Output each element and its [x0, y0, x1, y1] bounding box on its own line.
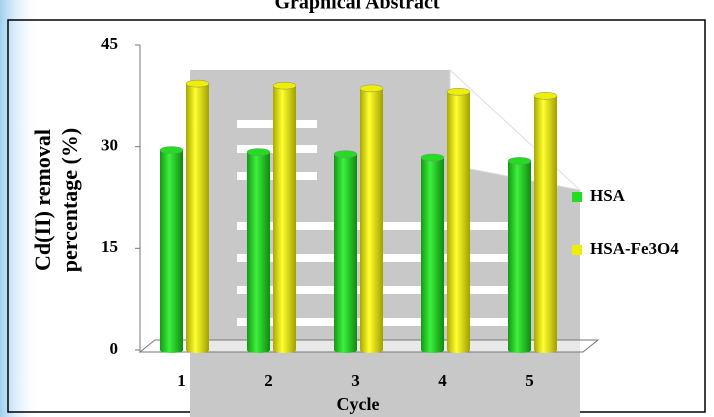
bar-base — [334, 347, 357, 353]
legend-label: HSA — [590, 186, 626, 205]
x-tick-label: 1 — [177, 371, 186, 390]
bar-base — [534, 347, 557, 353]
bar-base — [447, 347, 470, 353]
chart-title: Graphical Abstract — [275, 0, 440, 14]
x-tick-label: 3 — [351, 371, 360, 390]
bar-base — [247, 347, 270, 353]
bar-top — [159, 146, 184, 154]
bar-top — [446, 88, 471, 96]
bar-base — [421, 347, 444, 353]
bar-base — [273, 347, 296, 353]
bar — [421, 157, 444, 350]
bar — [334, 154, 357, 350]
bar-top — [420, 153, 445, 162]
bar — [247, 152, 270, 350]
y-axis-label: Cd(II) removal — [30, 129, 55, 271]
bar-top — [185, 79, 210, 88]
bar-base — [508, 347, 531, 353]
bar-top — [272, 81, 297, 90]
bar-top — [359, 84, 384, 93]
bar — [160, 150, 183, 350]
y-axis-label: percentage (%) — [57, 128, 82, 272]
glow — [0, 0, 40, 417]
bar-top — [246, 148, 271, 156]
bar-base — [160, 347, 183, 353]
legend-label: HSA-Fe3O4 — [590, 239, 679, 258]
bar — [186, 83, 209, 350]
x-tick-label: 2 — [264, 371, 273, 390]
x-axis-label: Cycle — [337, 394, 380, 414]
y-tick-label: 0 — [110, 339, 119, 358]
bar-top — [333, 150, 358, 158]
bar — [447, 91, 470, 351]
x-tick-label: 4 — [438, 371, 447, 390]
legend-swatch — [572, 192, 582, 202]
y-tick-label: 15 — [101, 237, 118, 256]
legend-swatch — [572, 245, 582, 255]
bar — [273, 85, 296, 351]
bar-base — [360, 347, 383, 353]
bar — [534, 95, 557, 350]
bar — [360, 88, 383, 350]
bar-base — [186, 347, 209, 353]
bar-top — [507, 157, 532, 165]
y-tick-label: 30 — [101, 136, 118, 155]
bar — [508, 160, 531, 350]
bar-top — [533, 92, 558, 100]
y-tick-label: 45 — [101, 34, 118, 53]
x-tick-label: 5 — [525, 371, 534, 390]
